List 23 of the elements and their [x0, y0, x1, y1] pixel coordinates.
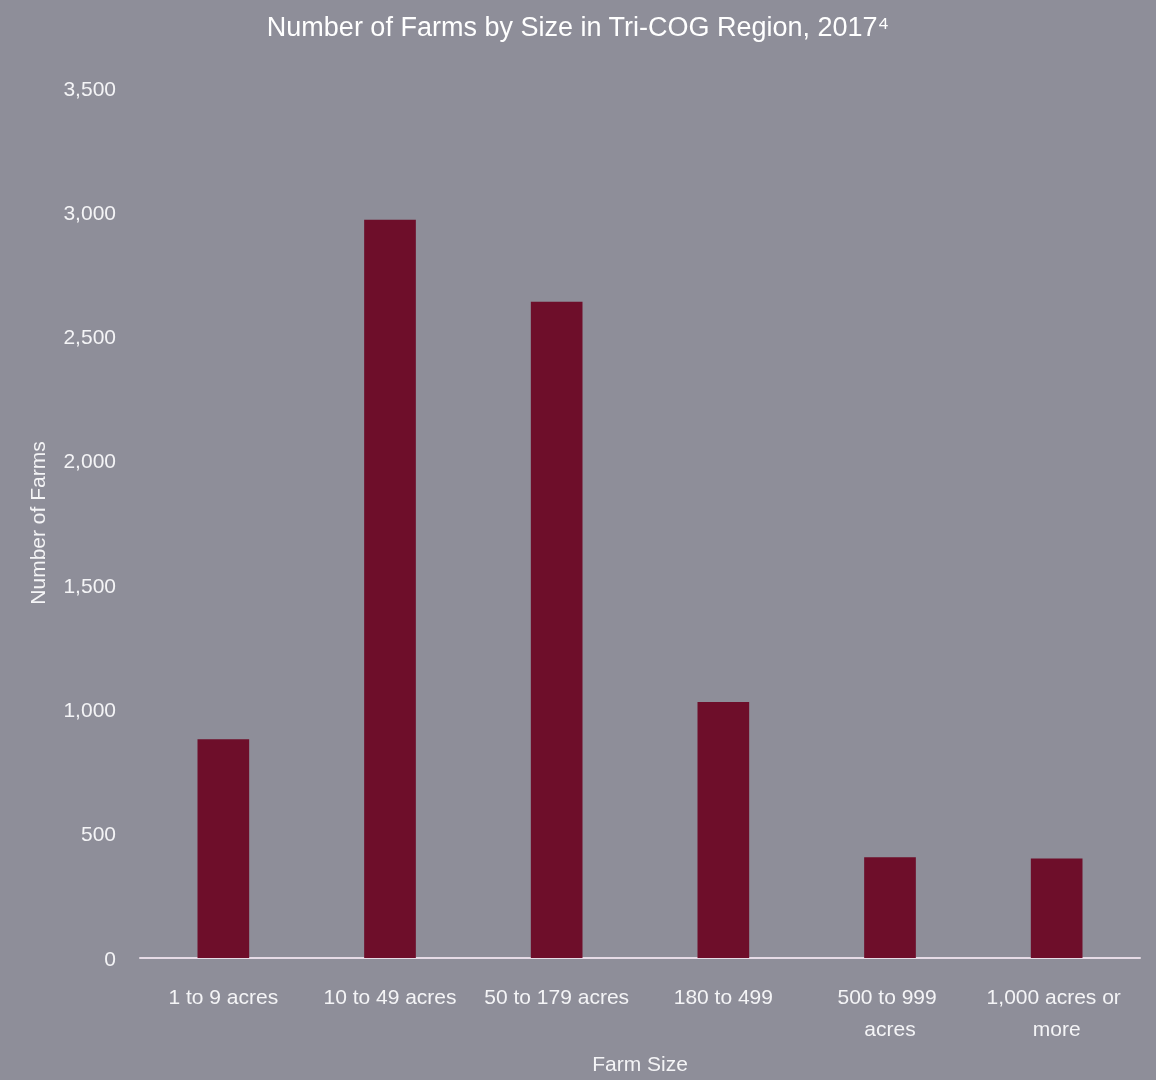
y-tick-label: 1,500 [63, 573, 116, 597]
y-axis-title: Number of Farms [26, 441, 49, 605]
x-tick-label: 500 to 999 acres [837, 984, 943, 1040]
chart-title: Number of Farms by Size in Tri-COG Region, 2017⁴ [266, 11, 890, 42]
bar [1030, 858, 1083, 958]
bar [530, 301, 583, 958]
bar [197, 739, 250, 958]
bar [864, 857, 916, 958]
y-tick-label: 2,500 [63, 325, 116, 349]
x-tick-label: 180 to 499 [673, 984, 773, 1008]
y-tick-label: 1,000 [63, 697, 116, 721]
x-tick-label: 50 to 179 acres [484, 984, 630, 1008]
y-tick-label: 3,000 [63, 200, 116, 224]
y-tick-label: 3,500 [63, 76, 116, 100]
y-tick-label: 2,000 [63, 449, 116, 473]
y-tick-label: 0 [104, 946, 116, 970]
x-axis-title: Farm Size [592, 1052, 688, 1075]
x-tick-label: 1,000 acres or more [986, 984, 1127, 1040]
x-tick-label: 10 to 49 acres [323, 984, 457, 1008]
x-tick-label: 1 to 9 acres [168, 984, 279, 1008]
bar [364, 219, 416, 958]
y-tick-label: 500 [80, 822, 116, 846]
bar [697, 701, 750, 958]
